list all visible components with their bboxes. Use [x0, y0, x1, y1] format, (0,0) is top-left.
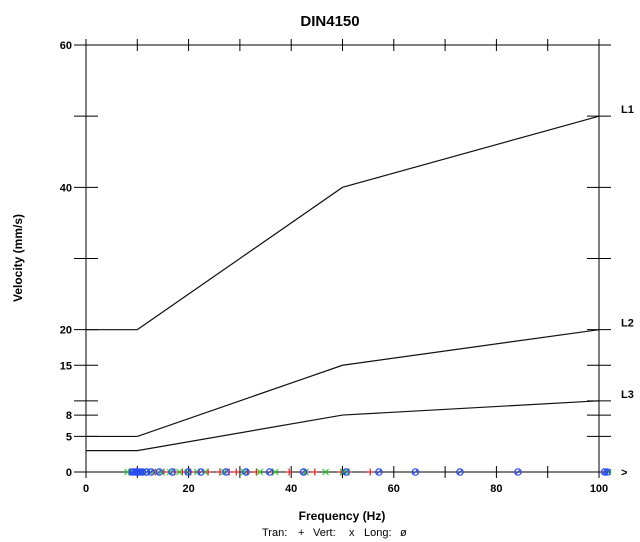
x-overflow-label: >: [621, 467, 627, 479]
marker-long-circle-6: [142, 468, 151, 476]
marker-vert-b-7: [157, 468, 165, 476]
series-label-l2: L2: [621, 318, 634, 330]
x-tick-label-5: 100: [590, 483, 608, 495]
marker-long-slash-9: [169, 469, 176, 475]
marker-long-circle-17: [375, 468, 383, 476]
marker-vert-b-16: [271, 468, 279, 476]
marker-long-slash-17: [375, 469, 382, 475]
marker-long-slash-4: [137, 469, 144, 475]
chart-layer: 0 5 8 15 20 40 60 0 20 40 60 80 100 L1 L2 L3 Tran: + Vert:…: [60, 39, 634, 539]
series-line-l2: [86, 329, 600, 438]
marker-long-slash-18: [412, 469, 419, 475]
marker-long-circle-20: [514, 468, 522, 476]
marker-long-slash-15: [300, 469, 307, 475]
y-tick-label-0: 0: [66, 467, 72, 479]
marker-long-circle-5: [138, 468, 147, 476]
y-tick-label-6: 60: [60, 40, 72, 52]
marker-long-slash-13: [243, 469, 250, 475]
x-tick-label-2: 40: [285, 483, 297, 495]
marker-long-circle-12: [222, 468, 230, 476]
marker-long-slash-20: [514, 469, 521, 475]
y-tick-label-3: 15: [60, 360, 72, 372]
chart-title: DIN4150: [300, 13, 359, 30]
marker-long-circle-9: [168, 468, 176, 476]
x-tick-label-1: 20: [182, 483, 194, 495]
y-tick-label-5: 40: [60, 182, 72, 194]
y-tick-label-4: 20: [60, 325, 72, 337]
marker-long-circle-10: [184, 468, 192, 476]
marker-long-circle-8: [155, 468, 164, 476]
marker-long-slash-11: [197, 469, 204, 475]
y-tick-label-2: 8: [66, 410, 72, 422]
series-line-l3: [86, 400, 600, 452]
legend-symbol-vert: x: [349, 527, 355, 539]
legend-label-long: Long:: [364, 527, 392, 539]
marker-vert-b-17: [302, 468, 309, 476]
marker-vert-b-9: [175, 468, 183, 476]
marker-long-slash-16: [343, 469, 350, 475]
x-tick-label-0: 0: [83, 483, 89, 495]
marker-long-circle-18: [411, 468, 420, 476]
marker-long-circle-11: [197, 468, 205, 476]
marker-vert-b-18: [322, 468, 329, 476]
marker-long-slash-14: [266, 469, 273, 475]
legend-label-tran: Tran:: [262, 527, 287, 539]
marker-long-circle-22: [603, 468, 612, 476]
series-label-l1: L1: [621, 104, 634, 116]
marker-long-slash-7: [148, 469, 155, 475]
marker-long-slash-22: [604, 469, 611, 475]
marker-vert-b-15: [256, 468, 264, 476]
marker-long-circle-15: [299, 468, 308, 476]
marker-long-slash-21: [601, 469, 608, 475]
x-tick-label-3: 60: [388, 483, 400, 495]
x-tick-label-4: 80: [490, 483, 502, 495]
legend-label-vert: Vert:: [313, 527, 336, 539]
x-axis-label: Frequency (Hz): [299, 509, 386, 523]
marker-long-slash-10: [185, 469, 192, 475]
marker-long-slash-12: [223, 469, 230, 475]
marker-long-circle-14: [265, 468, 274, 476]
marker-long-slash-19: [457, 469, 463, 475]
y-axis-label: Velocity (mm/s): [11, 214, 25, 302]
legend-symbol-tran: +: [298, 527, 304, 539]
series-label-l3: L3: [621, 389, 634, 401]
series-line-l1: [86, 115, 600, 331]
marker-vert-b-14: [240, 468, 248, 476]
marker-long-circle-19: [456, 468, 464, 476]
marker-long-circle-16: [342, 468, 350, 476]
marker-long-circle-7: [147, 468, 155, 476]
marker-vert-b-13: [220, 468, 228, 476]
marker-vert-b-8: [166, 468, 174, 476]
marker-long-circle-13: [242, 468, 250, 476]
marker-long-slash-8: [156, 469, 163, 475]
legend-symbol-long: ø: [400, 527, 407, 539]
y-tick-label-1: 5: [66, 431, 72, 443]
plot-frame: [85, 44, 600, 473]
